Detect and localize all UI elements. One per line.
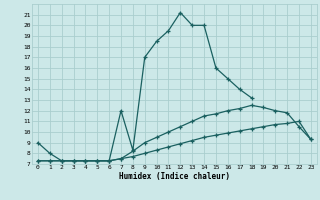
X-axis label: Humidex (Indice chaleur): Humidex (Indice chaleur)	[119, 172, 230, 181]
